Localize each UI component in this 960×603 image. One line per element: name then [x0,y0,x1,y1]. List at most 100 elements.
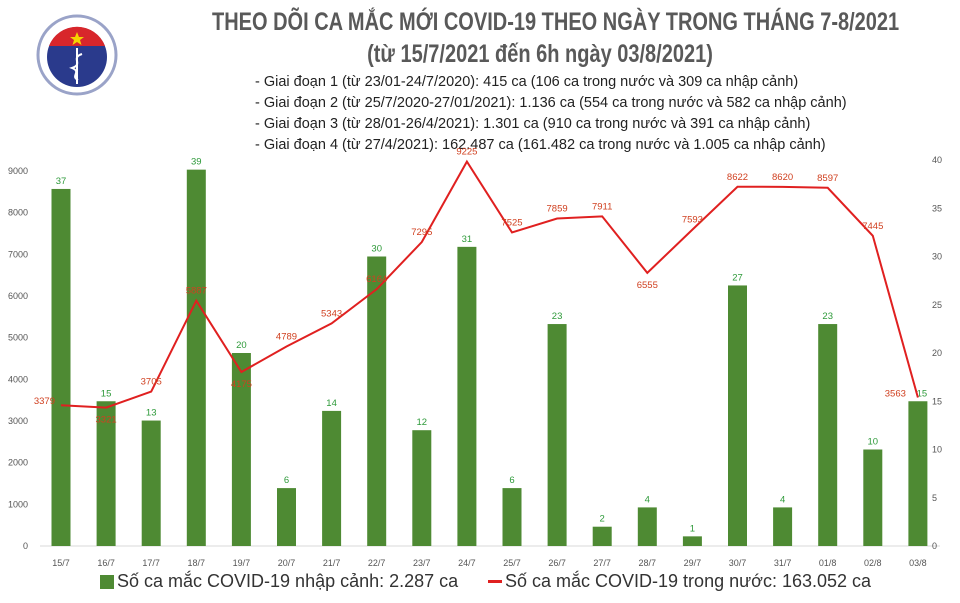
ministry-of-health-logo [36,14,118,96]
x-axis-tick: 02/8 [864,558,882,568]
x-axis-tick: 27/7 [593,558,611,568]
line-label: 8622 [727,172,748,183]
bar-label: 12 [417,417,428,428]
x-axis-tick: 24/7 [458,558,476,568]
bar [322,410,342,546]
line-label: 7445 [862,221,883,232]
bar [773,507,793,546]
right-axis-tick: 35 [932,203,942,213]
line-label: 4175 [231,379,252,390]
bar [592,526,612,546]
bar-label: 10 [868,437,879,448]
bar-label: 23 [822,311,833,322]
bar-label: 13 [146,408,157,419]
x-axis-tick: 03/8 [909,558,927,568]
note-phase-4: - Giai đoạn 4 (từ 27/4/2021): 162.487 ca… [255,137,826,153]
left-axis-tick: 9000 [8,166,28,176]
line-label: 3379 [34,396,55,407]
bar [186,169,206,546]
bar [231,353,251,546]
left-axis-tick: 8000 [8,208,28,218]
bar [908,401,928,546]
title-line-1: THEO DÕI CA MẮC MỚI COVID-19 THEO NGÀY T… [212,8,900,36]
bar-label: 6 [284,475,289,486]
chart-title: THEO DÕI CA MẮC MỚI COVID-19 THEO NGÀY T… [130,6,950,70]
line-label: 3563 [885,389,906,400]
bar-label: 1 [690,523,695,534]
note-phase-1: - Giai đoạn 1 (từ 23/01-24/7/2020): 415 … [255,74,799,90]
bar [682,536,702,546]
line-label: 4789 [276,331,297,342]
note-phase-2: - Giai đoạn 2 (từ 25/7/2020-27/01/2021):… [255,95,847,111]
right-axis-tick: 0 [932,541,937,551]
bar-label: 4 [780,494,785,505]
bar [367,256,387,546]
legend-item-domestic: Số ca mắc COVID-19 trong nước: 163.052 c… [488,571,871,592]
right-axis-tick: 10 [932,445,942,455]
bar-label: 30 [371,244,382,255]
phase-notes: - Giai đoạn 1 (từ 23/01-24/7/2020): 415 … [255,72,847,156]
bar [457,246,477,546]
bar [547,324,567,546]
line-label: 7593 [682,215,703,226]
title-line-2: (từ 15/7/2021 đến 6h ngày 03/8/2021) [367,40,713,68]
domestic-line [60,159,919,409]
bar-label: 15 [917,388,928,399]
left-axis-tick: 5000 [8,333,28,343]
x-axis-tick: 17/7 [142,558,160,568]
x-axis-tick: 23/7 [413,558,431,568]
bar [818,324,838,546]
legend-label-imported: Số ca mắc COVID-19 nhập cảnh: 2.287 ca [117,571,459,591]
bar [637,507,657,546]
bar [863,449,883,546]
bar [412,430,432,546]
bar [51,188,71,546]
bar [141,420,161,546]
line-label: 3705 [141,377,162,388]
left-axis-tick: 6000 [8,291,28,301]
bar-label: 2 [600,514,605,525]
x-axis-tick: 01/8 [819,558,837,568]
line-label: 7911 [592,201,612,212]
bar-label: 37 [56,176,67,187]
left-axis-tick: 3000 [8,416,28,426]
bar [728,285,747,546]
left-axis-tick: 1000 [8,499,28,509]
line-label: 5887 [186,286,207,297]
x-axis-tick: 28/7 [639,558,657,568]
legend-label-domestic: Số ca mắc COVID-19 trong nước: 163.052 c… [505,571,872,591]
bar-label: 23 [552,311,563,322]
right-axis-tick: 40 [932,155,942,165]
legend-swatch-line [488,580,502,583]
x-axis-tick: 22/7 [368,558,386,568]
note-phase-3: - Giai đoạn 3 (từ 28/01-26/4/2021): 1.30… [255,116,811,132]
line-label: 8620 [772,172,793,183]
x-axis-tick: 18/7 [188,558,206,568]
line-label: 9225 [456,147,477,158]
x-axis-tick: 29/7 [684,558,702,568]
line-label: 3321 [96,415,117,426]
x-axis-tick: 19/7 [233,558,251,568]
bar-label: 39 [191,157,202,168]
bar [277,488,296,546]
x-axis-tick: 31/7 [774,558,792,568]
x-axis-tick: 30/7 [729,558,747,568]
x-axis-tick: 26/7 [548,558,566,568]
bar-label: 15 [101,388,112,399]
line-label: 7859 [547,204,568,215]
left-axis-tick: 7000 [8,249,28,259]
bar [96,401,116,546]
left-axis-tick: 0 [23,541,28,551]
bar-label: 4 [645,494,650,505]
x-axis-tick: 21/7 [323,558,341,568]
bar-label: 14 [326,398,337,409]
line-label: 6164 [366,274,387,285]
legend-swatch-bar [100,574,114,589]
bar-label: 31 [462,234,473,245]
x-axis-tick: 25/7 [503,558,521,568]
legend-item-imported: Số ca mắc COVID-19 nhập cảnh: 2.287 ca [100,571,458,592]
line-label: 8597 [817,173,838,184]
x-axis-tick: 16/7 [97,558,115,568]
right-axis-tick: 15 [932,396,942,406]
